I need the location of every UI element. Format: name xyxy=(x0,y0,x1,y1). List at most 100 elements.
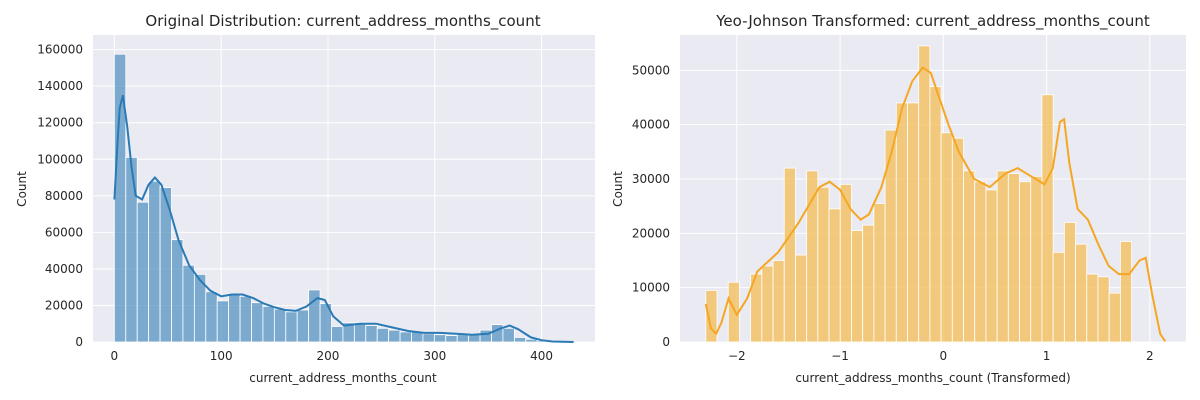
histogram-bar-transformed-14 xyxy=(862,224,875,343)
histogram-bar-original-23 xyxy=(376,327,390,343)
histogram-bar-transformed-25 xyxy=(985,189,998,343)
histogram-bar-original-30 xyxy=(456,334,470,343)
x-tick-label-2: 0 xyxy=(940,349,948,363)
y-tick-label-0: 0 xyxy=(662,335,670,349)
kde-line-original xyxy=(113,95,574,343)
histogram-bar-transformed-29 xyxy=(1030,175,1043,343)
histogram-bar-original-34 xyxy=(502,327,515,343)
histogram-bar-original-12 xyxy=(251,302,264,343)
x-tick-labels-transformed: −2 −1 0 1 2 xyxy=(728,349,1154,363)
histogram-bar-transformed-36 xyxy=(1108,292,1121,343)
histogram-bar-original-27 xyxy=(422,333,435,343)
y-axis-label-original: Count xyxy=(15,171,29,207)
y-tick-label-7: 140000 xyxy=(37,79,83,93)
histogram-bar-original-10 xyxy=(228,294,241,343)
histogram-bar-transformed-27 xyxy=(1007,173,1020,343)
histogram-bar-transformed-5 xyxy=(761,265,774,343)
histogram-bar-transformed-8 xyxy=(795,254,808,343)
y-tick-label-5: 100000 xyxy=(37,152,83,166)
y-tick-label-2: 20000 xyxy=(632,226,670,240)
histogram-bar-transformed-23 xyxy=(963,170,976,343)
histogram-bar-original-35 xyxy=(513,337,527,343)
x-tick-label-0: 0 xyxy=(111,349,119,363)
histogram-bar-transformed-17 xyxy=(895,102,908,343)
transformed-histogram-chart: Yeo-Johnson Transformed: current_address… xyxy=(611,12,1186,385)
kde-line-transformed xyxy=(704,66,1167,343)
y-tick-label-3: 60000 xyxy=(45,225,83,239)
histogram-bar-transformed-13 xyxy=(851,230,864,343)
histogram-bar-original-1 xyxy=(125,157,138,343)
histogram-bar-transformed-28 xyxy=(1019,181,1032,343)
histogram-bar-original-6 xyxy=(182,264,195,343)
histogram-bar-original-19 xyxy=(331,326,344,343)
y-tick-label-0: 0 xyxy=(75,335,83,349)
histogram-bar-transformed-22 xyxy=(951,137,964,343)
x-tick-label-1: 100 xyxy=(210,349,233,363)
histogram-bar-original-22 xyxy=(365,325,378,343)
y-tick-label-3: 30000 xyxy=(632,172,670,186)
histogram-bar-transformed-11 xyxy=(828,208,841,343)
histogram-bar-original-32 xyxy=(479,329,492,343)
histogram-bar-original-24 xyxy=(388,329,401,343)
histogram-bar-original-14 xyxy=(273,308,287,343)
histogram-bar-transformed-31 xyxy=(1052,251,1065,343)
histogram-bar-transformed-9 xyxy=(806,170,819,343)
y-tick-label-4: 80000 xyxy=(45,189,83,203)
histogram-bar-transformed-15 xyxy=(873,203,886,343)
y-tick-label-8: 160000 xyxy=(37,43,83,57)
y-tick-label-5: 50000 xyxy=(632,63,670,77)
histogram-bar-transformed-16 xyxy=(884,129,897,343)
x-axis-label-transformed: current_address_months_count (Transforme… xyxy=(795,371,1070,385)
y-tick-label-2: 40000 xyxy=(45,262,83,276)
histogram-bar-transformed-35 xyxy=(1097,276,1110,343)
histogram-bar-original-13 xyxy=(262,305,275,343)
x-tick-labels-original: 0 100 200 300 400 xyxy=(111,349,554,363)
histogram-bar-transformed-21 xyxy=(940,132,953,343)
histogram-bar-transformed-24 xyxy=(974,181,987,343)
histogram-bar-original-25 xyxy=(399,331,412,343)
histogram-bar-transformed-33 xyxy=(1075,243,1088,343)
y-tick-label-4: 40000 xyxy=(632,118,670,132)
y-tick-label-1: 20000 xyxy=(45,298,83,312)
histogram-bar-original-36 xyxy=(525,338,538,343)
histogram-bar-transformed-30 xyxy=(1041,94,1054,343)
histogram-bar-original-11 xyxy=(239,295,252,343)
y-tick-label-6: 120000 xyxy=(37,116,83,130)
x-tick-label-4: 400 xyxy=(530,349,553,363)
histogram-bar-transformed-32 xyxy=(1063,222,1076,343)
x-tick-label-2: 200 xyxy=(317,349,340,363)
histogram-bar-original-28 xyxy=(433,334,447,343)
histogram-bar-original-16 xyxy=(296,309,310,343)
histogram-bar-transformed-6 xyxy=(772,260,785,343)
histogram-bar-original-9 xyxy=(216,300,230,343)
x-tick-label-3: 300 xyxy=(423,349,446,363)
y-tick-label-1: 10000 xyxy=(632,281,670,295)
histogram-bar-transformed-34 xyxy=(1086,273,1099,343)
histogram-bar-transformed-0 xyxy=(705,289,718,343)
x-axis-label-original: current_address_months_count xyxy=(249,371,437,385)
x-tick-label-3: 1 xyxy=(1043,349,1051,363)
histogram-bar-transformed-10 xyxy=(817,186,830,343)
x-tick-label-0: −2 xyxy=(728,349,746,363)
chart-title-original: Original Distribution: current_address_m… xyxy=(145,12,540,31)
histogram-bar-transformed-37 xyxy=(1119,241,1132,343)
histogram-bar-transformed-20 xyxy=(929,86,942,343)
x-tick-label-4: 2 xyxy=(1146,349,1154,363)
histogram-bar-transformed-18 xyxy=(907,102,920,343)
histogram-bar-original-5 xyxy=(171,239,184,343)
chart-title-transformed: Yeo-Johnson Transformed: current_address… xyxy=(715,12,1150,31)
bars-original xyxy=(113,53,572,343)
histogram-bar-original-2 xyxy=(136,201,150,343)
histogram-bar-original-29 xyxy=(445,335,458,343)
histogram-bar-transformed-19 xyxy=(918,45,931,343)
x-tick-label-1: −1 xyxy=(831,349,849,363)
y-axis-label-transformed: Count xyxy=(611,171,625,207)
bars-transformed xyxy=(705,45,1132,343)
histogram-bar-transformed-7 xyxy=(783,167,796,343)
histogram-bar-original-8 xyxy=(205,291,218,343)
histogram-bar-transformed-26 xyxy=(996,170,1009,343)
histogram-bar-original-15 xyxy=(285,311,298,343)
histogram-bar-original-21 xyxy=(353,322,367,343)
histogram-bar-original-3 xyxy=(148,180,161,343)
